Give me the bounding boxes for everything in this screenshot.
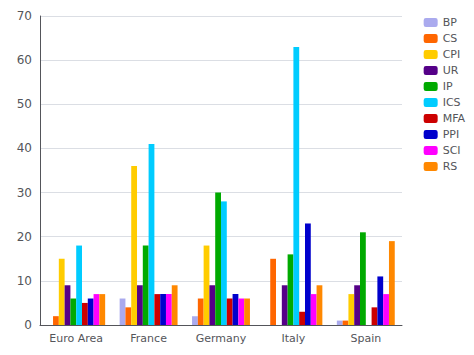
- svg-text:0: 0: [24, 318, 32, 332]
- svg-text:10: 10: [17, 274, 32, 288]
- svg-text:France: France: [130, 332, 167, 345]
- svg-text:SCI: SCI: [443, 144, 461, 157]
- svg-text:ICS: ICS: [443, 96, 461, 109]
- svg-text:CPI: CPI: [443, 48, 461, 61]
- svg-text:Euro Area: Euro Area: [49, 332, 103, 345]
- svg-text:BP: BP: [443, 16, 458, 29]
- svg-text:70: 70: [17, 9, 32, 23]
- svg-text:50: 50: [17, 97, 32, 111]
- svg-text:IP: IP: [443, 80, 453, 93]
- svg-text:60: 60: [17, 53, 32, 67]
- svg-text:PPI: PPI: [443, 128, 460, 141]
- svg-text:Spain: Spain: [350, 332, 381, 345]
- svg-text:Germany: Germany: [196, 332, 247, 345]
- svg-text:40: 40: [17, 141, 32, 155]
- svg-text:MFA: MFA: [443, 112, 466, 125]
- svg-text:CS: CS: [443, 32, 458, 45]
- svg-text:UR: UR: [443, 64, 459, 77]
- svg-text:20: 20: [17, 230, 32, 244]
- svg-text:RS: RS: [443, 160, 458, 173]
- svg-text:30: 30: [17, 186, 32, 200]
- svg-text:Italy: Italy: [281, 332, 305, 345]
